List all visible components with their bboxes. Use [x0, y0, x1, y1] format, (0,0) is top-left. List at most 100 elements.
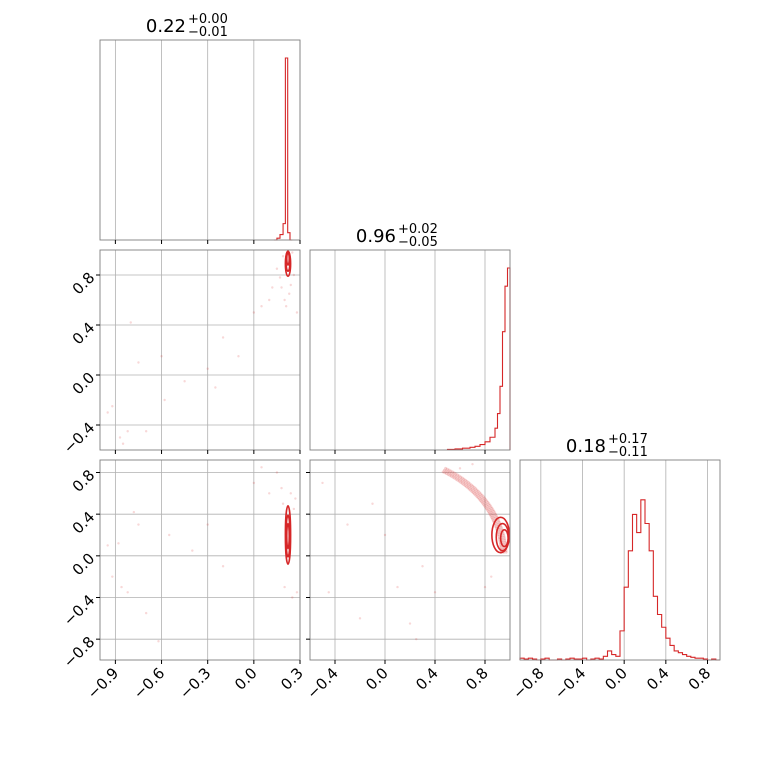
arc-sample-point	[501, 532, 505, 536]
hist-title-value: 0.96	[356, 226, 396, 247]
arc-sample-point	[487, 506, 491, 510]
arc-sample-point	[492, 509, 496, 513]
arc-sample-point	[502, 535, 506, 539]
arc-sample-point	[445, 472, 448, 476]
hist-title-value: 0.22	[146, 16, 186, 37]
arc-sample-point	[470, 483, 473, 487]
sample-point	[214, 386, 217, 389]
arc-sample-point	[469, 488, 472, 492]
arc-sample-point	[456, 476, 460, 479]
sample-point	[160, 355, 163, 358]
arc-sample-point	[459, 480, 463, 484]
arc-sample-point	[481, 495, 485, 499]
arc-sample-point	[451, 473, 455, 477]
hist-title-minus: −0.01	[188, 25, 228, 40]
arc-sample-point	[466, 486, 470, 490]
sample-point	[358, 617, 362, 620]
sample-point	[396, 585, 399, 589]
arc-sample-point	[462, 483, 466, 486]
tick-label-y: 0.4	[69, 319, 99, 349]
arc-sample-point	[446, 473, 450, 476]
sample-point	[268, 492, 271, 495]
sample-point	[458, 467, 462, 470]
panel-frame	[519, 459, 721, 661]
arc-sample-point	[486, 504, 490, 508]
contour-level-2	[285, 514, 291, 558]
arc-sample-point	[493, 516, 497, 520]
sample-point	[281, 255, 285, 258]
sample-point	[106, 411, 109, 414]
hist-panel-1: 0.22 +0.00−0.01	[99, 12, 301, 244]
hist-title-plus: +0.00	[188, 12, 228, 27]
arc-sample-point	[487, 510, 490, 514]
arc-sample-point	[496, 523, 500, 526]
tick-label-x: −0.4	[303, 664, 341, 702]
arc-sample-point	[497, 534, 501, 538]
histogram-1	[273, 57, 293, 241]
panel-frame	[99, 249, 301, 451]
arc-sample-point	[491, 508, 495, 512]
arc-sample-point	[462, 480, 466, 484]
arc-sample-point	[460, 479, 464, 483]
tick-label-x: 0.8	[685, 664, 715, 694]
arc-sample-point	[446, 470, 450, 474]
sample-point	[221, 565, 225, 568]
sample-point	[118, 436, 122, 439]
arc-sample-point	[493, 523, 497, 527]
arc-sample-point	[467, 481, 470, 484]
tick-label-y: −0.4	[60, 591, 98, 629]
density-panel-2: −0.9 −0.6 −0.3 0.0 0.3 −0.8 −0.4 0.0 0.4 0.8	[60, 459, 307, 703]
arc-sample-point	[485, 507, 489, 511]
arc-sample-point	[471, 491, 475, 495]
arc-sample-point	[488, 503, 492, 507]
arc-sample-point	[476, 496, 480, 500]
arc-sample-point	[475, 495, 479, 498]
sample-point	[471, 462, 474, 466]
sample-point	[327, 591, 330, 594]
arc-sample-point	[489, 509, 493, 513]
arc-sample-point	[491, 512, 494, 516]
sample-point	[291, 596, 294, 599]
sample-point	[206, 367, 209, 370]
histogram-3	[519, 499, 720, 661]
arc-sample-point	[486, 508, 489, 512]
arc-sample-point	[474, 491, 478, 495]
hist-title-plus: +0.02	[398, 222, 438, 237]
arc-sample-point	[449, 472, 453, 476]
arc-sample-point	[482, 503, 486, 506]
arc-sample-point	[471, 484, 475, 488]
arc-sample-point	[467, 487, 471, 491]
arc-sample-point	[473, 492, 476, 496]
arc-sample-point	[487, 502, 491, 506]
tick-label-x: 0.0	[362, 664, 392, 694]
arc-sample-point	[502, 534, 506, 537]
arc-sample-point	[457, 474, 461, 478]
hist-title-plus: +0.17	[608, 432, 648, 447]
arc-sample-point	[493, 511, 497, 515]
sample-point	[490, 575, 493, 578]
hist-panel-3: −0.8 −0.4 0.0 0.4 0.8 0.18 +0.17−0.11	[509, 432, 721, 703]
arc-sample-point	[459, 478, 463, 482]
arc-sample-point	[442, 468, 446, 472]
sample-point	[157, 640, 160, 643]
arc-sample-point	[447, 468, 451, 472]
arc-sample-point	[491, 513, 495, 517]
arc-sample-point	[499, 544, 503, 548]
arc-sample-point	[465, 485, 468, 489]
arc-sample-point	[448, 473, 452, 477]
tick-label-y: 0.8	[69, 466, 99, 496]
arc-sample-point	[499, 546, 503, 549]
arc-sample-point	[457, 479, 461, 483]
density-panel-3: −0.4 0.0 0.4 0.8	[303, 459, 511, 703]
sample-point	[383, 533, 387, 537]
arc-sample-point	[497, 533, 500, 537]
arc-sample-point	[495, 521, 499, 525]
sample-point	[117, 542, 120, 545]
arc-sample-point	[485, 499, 489, 503]
arc-sample-point	[482, 499, 485, 503]
arc-sample-point	[477, 493, 481, 497]
arc-sample-point	[472, 486, 476, 489]
tick-label-x: −0.3	[176, 664, 214, 702]
arc-sample-point	[459, 475, 463, 479]
